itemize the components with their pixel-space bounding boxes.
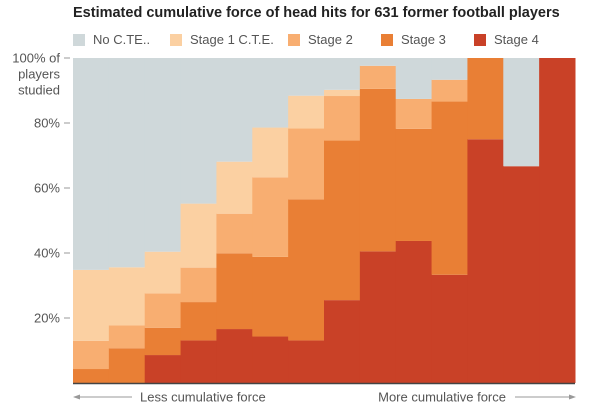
legend-label: Stage 3 (401, 32, 446, 47)
bar-segment-stage-4 (359, 251, 397, 383)
bar-segment-stage-4 (324, 300, 361, 383)
y-tick-label: 60% (34, 181, 60, 196)
bar-segment-no-c-te- (216, 58, 253, 162)
legend-item: Stage 1 C.T.E. (170, 32, 288, 47)
bar-segment-stage-3 (73, 369, 110, 383)
bar-segment-stage-1-c-t-e- (108, 267, 146, 326)
bar-segment-stage-3 (108, 348, 146, 383)
legend-swatch (170, 33, 182, 46)
bar-segment-no-c-te- (324, 58, 361, 90)
bar-segment-stage-1-c-t-e- (144, 251, 182, 294)
bar-segment-stage-3 (431, 101, 468, 275)
bar-segment-stage-4 (503, 166, 540, 383)
bar-segment-stage-4 (252, 336, 289, 383)
x-left-label: Less cumulative force (140, 390, 266, 405)
left-arrow-icon (73, 394, 80, 400)
legend-label: Stage 2 (308, 32, 353, 47)
bar-segment-stage-1-c-t-e- (73, 269, 110, 341)
bar-segment-stage-4 (180, 340, 217, 383)
bar-segment-stage-3 (359, 88, 397, 252)
right-arrow-icon (569, 394, 576, 400)
y-tick-label: 80% (34, 116, 60, 131)
bar-segment-stage-2 (395, 98, 433, 129)
bar-segment-stage-1-c-t-e- (252, 127, 289, 178)
bar-segment-stage-3 (180, 302, 217, 341)
bar-segment-stage-4 (144, 355, 182, 383)
legend-item: Stage 2 (288, 32, 381, 47)
bar-segment-stage-3 (324, 140, 361, 301)
bar-segment-no-c-te- (503, 58, 540, 167)
bar-segment-stage-4 (467, 139, 504, 383)
bar-segment-no-c-te- (73, 58, 110, 270)
legend-swatch (474, 33, 486, 46)
bar-segment-stage-4 (216, 329, 253, 383)
legend-swatch (288, 33, 300, 46)
bar-segment-stage-1-c-t-e- (324, 89, 361, 97)
bar-segment-no-c-te- (252, 58, 289, 128)
chart-title: Estimated cumulative force of head hits … (73, 5, 560, 21)
bar-segment-stage-1-c-t-e- (180, 203, 217, 268)
y-tick-label: studied (18, 83, 60, 98)
bar-segment-stage-3 (216, 253, 253, 330)
bar-segment-no-c-te- (359, 58, 397, 66)
legend-swatch (73, 33, 85, 46)
legend-item: Stage 3 (381, 32, 474, 47)
y-tick-label: 40% (34, 246, 60, 261)
bar-segment-stage-1-c-t-e- (216, 161, 253, 214)
legend-item: Stage 4 (474, 32, 564, 47)
bar-segment-no-c-te- (431, 58, 468, 80)
legend-label: Stage 4 (494, 32, 539, 47)
bar-segment-stage-3 (144, 327, 182, 356)
bar-segment-stage-2 (108, 325, 146, 349)
y-tick-label: 20% (34, 311, 60, 326)
bar-segment-stage-4 (431, 274, 468, 383)
y-tick-label: 100% of (12, 51, 60, 66)
bar-segment-stage-2 (359, 65, 397, 89)
bar-segment-stage-2 (252, 177, 289, 257)
bar-segment-stage-2 (73, 340, 110, 370)
legend-item: No C.TE.. (73, 32, 170, 47)
bar-segment-stage-4 (539, 58, 576, 383)
x-right-label: More cumulative force (378, 390, 506, 405)
legend-label: Stage 1 C.T.E. (190, 32, 274, 47)
bar-segment-stage-4 (395, 240, 433, 383)
bar-segment-no-c-te- (144, 58, 182, 252)
legend-label: No C.TE.. (93, 32, 151, 47)
bar-segment-no-c-te- (180, 58, 217, 204)
bar-segment-stage-2 (324, 96, 361, 141)
bar-segment-stage-2 (180, 267, 217, 303)
legend-swatch (381, 33, 393, 46)
legend: No C.TE.. Stage 1 C.T.E. Stage 2 Stage 3 Sta… (73, 32, 564, 47)
bar-segment-stage-2 (216, 213, 253, 254)
bar-segment-no-c-te- (288, 58, 325, 96)
bar-segment-no-c-te- (395, 58, 433, 99)
bar-segment-stage-2 (144, 293, 182, 328)
bar-segment-stage-3 (288, 199, 325, 341)
bar-segment-stage-4 (288, 340, 325, 383)
bar-segment-stage-2 (431, 79, 468, 102)
y-tick-label: players (18, 67, 60, 82)
bar-segment-stage-3 (395, 128, 433, 241)
bar-segment-stage-2 (288, 128, 325, 200)
bar-segment-no-c-te- (108, 58, 146, 268)
bar-segment-stage-3 (252, 256, 289, 337)
bar-segment-stage-3 (467, 58, 504, 140)
bar-segment-stage-1-c-t-e- (288, 95, 325, 129)
